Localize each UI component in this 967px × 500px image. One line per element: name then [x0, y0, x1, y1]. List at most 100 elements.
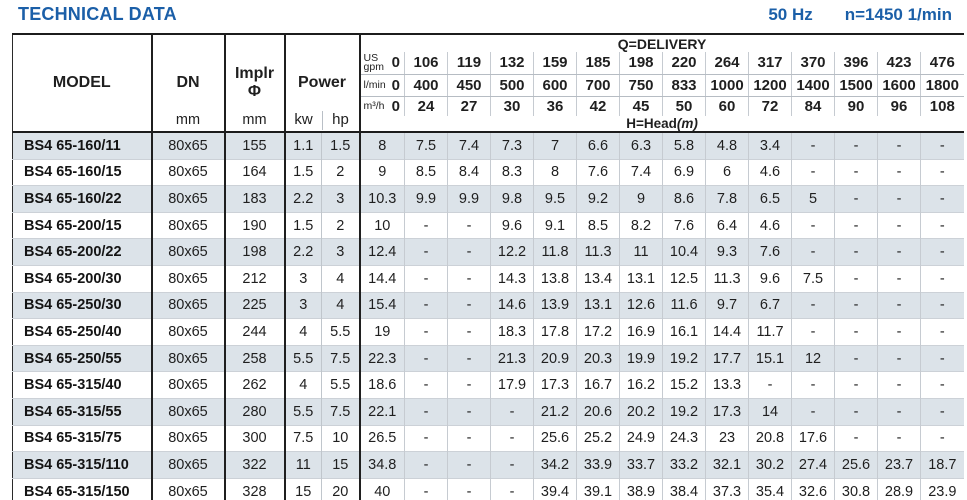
head-value: - — [920, 318, 964, 346]
delivery-value-lmin: 750 — [619, 74, 663, 97]
head-value: 40 — [359, 477, 405, 500]
delivery-value-lmin: 400 — [404, 74, 448, 97]
head-value: 20.6 — [576, 397, 620, 426]
head-value: 17.6 — [791, 424, 835, 452]
head-value: - — [834, 291, 878, 319]
table-row: BS4 65-160/22 80x65 183 2.2 3 10.3 9.9 9.9 9.8 9.… — [12, 185, 964, 213]
head-value: 12.6 — [619, 291, 663, 319]
head-value: 23.9 — [920, 477, 964, 500]
head-value: - — [877, 238, 921, 266]
head-value: 17.9 — [490, 371, 534, 399]
head-value: - — [920, 291, 964, 319]
spec-values: 50 Hz n=1450 1/min — [768, 5, 952, 25]
head-value: 7.4 — [619, 158, 663, 186]
delivery-value-m3h: 30 — [490, 96, 534, 116]
head-value: - — [877, 211, 921, 239]
head-value: 30.8 — [834, 477, 878, 500]
kw-cell: 7.5 — [284, 424, 322, 452]
head-value: 37.3 — [705, 477, 749, 500]
table-row: BS4 65-160/11 80x65 155 1.1 1.5 8 7.5 7.4 7.3 7 6.… — [12, 132, 964, 160]
dn-unit-label: mm — [175, 112, 201, 128]
table-body: BS4 65-160/11 80x65 155 1.1 1.5 8 7.5 7.4 7.3 7 6.… — [12, 132, 964, 500]
head-value: - — [404, 264, 448, 293]
head-value: - — [404, 397, 448, 426]
head-value: 6.3 — [619, 132, 663, 160]
head-value: - — [834, 238, 878, 266]
head-value: 10.3 — [359, 185, 405, 213]
head-value: 34.2 — [533, 451, 577, 479]
head-value: - — [791, 291, 835, 319]
head-value: - — [920, 264, 964, 293]
model-cell: BS4 65-250/40 — [12, 318, 153, 346]
head-value: - — [490, 477, 534, 500]
head-value: 9 — [359, 158, 405, 186]
lmin-zero-value: 0 — [391, 76, 401, 94]
dn-cell: 80x65 — [151, 264, 226, 293]
head-value: - — [447, 264, 491, 293]
head-value: - — [877, 158, 921, 186]
head-value: 18.6 — [359, 371, 405, 399]
delivery-lmin-row: l/min 0 400 450 500 600 700 750 833 1000 1200 140… — [13, 74, 964, 97]
head-value: - — [447, 344, 491, 372]
delivery-value-gpm: 370 — [791, 52, 835, 75]
delivery-value-lmin: 1500 — [834, 74, 878, 97]
head-value: 14.3 — [490, 264, 534, 293]
impeller-unit-label: mm — [242, 112, 267, 128]
head-value: 14.6 — [490, 291, 534, 319]
head-value: 26.5 — [359, 424, 405, 452]
impeller-column-header: Implr Φ mm — [224, 34, 286, 132]
delivery-value-m3h: 27 — [447, 96, 491, 116]
hp-cell: 2 — [321, 211, 361, 239]
kw-cell: 1.5 — [284, 158, 322, 186]
head-value: - — [447, 397, 491, 426]
head-value: 11.3 — [576, 238, 620, 266]
head-value: - — [920, 424, 964, 452]
implr-cell: 212 — [224, 264, 286, 293]
m3h-unit-label: m³/h — [363, 100, 385, 113]
head-value: 7.4 — [447, 132, 491, 160]
head-value: - — [877, 424, 921, 452]
gpm-zero-value: 0 — [391, 54, 401, 72]
head-value: 17.7 — [705, 344, 749, 372]
head-value: 11 — [619, 238, 663, 266]
head-value: 18.7 — [920, 451, 964, 479]
model-cell: BS4 65-160/15 — [12, 158, 153, 186]
head-value: 7.6 — [576, 158, 620, 186]
head-value: 9.8 — [490, 185, 534, 213]
delivery-value-lmin: 1200 — [748, 74, 792, 97]
table-row: BS4 65-250/40 80x65 244 4 5.5 19- -18.3 17.8 17.… — [12, 318, 964, 346]
delivery-m3h-row: m³/h 0 24 27 30 36 42 45 50 60 72 84 90 96 108 — [13, 96, 964, 116]
table-row: BS4 65-250/30 80x65 225 3 4 15.4- -14.6 13.9 13.… — [12, 291, 964, 319]
head-value: 4.6 — [748, 211, 792, 239]
power-column-header: Power kw hp — [284, 34, 361, 132]
table-row: BS4 65-315/40 80x65 262 4 5.5 18.6- -17.9 17.3 1… — [12, 371, 964, 399]
head-value: 33.9 — [576, 451, 620, 479]
head-value: 15.1 — [748, 344, 792, 372]
table-header: MODEL DN mm Implr Φ mm — [12, 34, 964, 132]
head-value: - — [404, 291, 448, 319]
head-value: - — [447, 371, 491, 399]
model-column-header: MODEL — [12, 34, 153, 132]
head-value: 19.2 — [662, 344, 706, 372]
head-value: 9.1 — [533, 211, 577, 239]
delivery-value-gpm: 185 — [576, 52, 620, 75]
head-value: 17.2 — [576, 318, 620, 346]
delivery-value-m3h: 45 — [619, 96, 663, 116]
table-row: BS4 65-315/110 80x65 322 11 15 34.8- - -34.2 33.… — [12, 451, 964, 479]
head-value: - — [490, 451, 534, 479]
delivery-value-lmin: 500 — [490, 74, 534, 97]
implr-cell: 225 — [224, 291, 286, 319]
head-value: 17.3 — [705, 397, 749, 426]
implr-cell: 262 — [224, 371, 286, 399]
head-value: - — [447, 238, 491, 266]
head-value: 8 — [533, 158, 577, 186]
head-value: - — [447, 291, 491, 319]
head-value: 5 — [791, 185, 835, 213]
power-units: kw hp — [286, 111, 358, 130]
head-value: 38.9 — [619, 477, 663, 500]
delivery-value-m3h: 60 — [705, 96, 749, 116]
head-value: - — [920, 132, 964, 160]
head-value: 11.6 — [662, 291, 706, 319]
head-value: - — [791, 211, 835, 239]
head-value: 22.1 — [359, 397, 405, 426]
